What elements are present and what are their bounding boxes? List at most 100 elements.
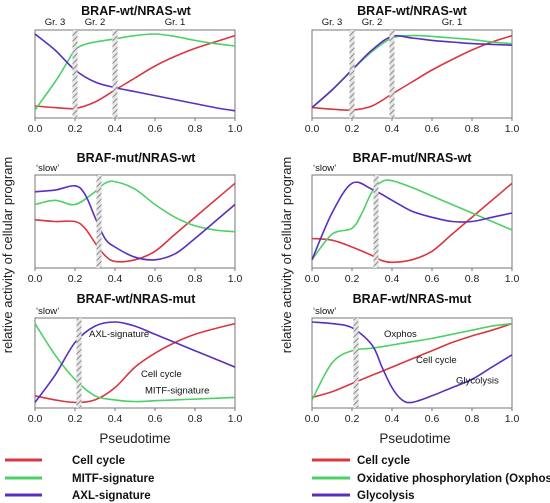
plot-frame [34,29,236,119]
series-line [311,34,513,111]
x-tick-label: 1.0 [505,123,520,135]
series-line [311,181,513,261]
x-tick-label: 0.8 [188,273,203,285]
panel-plot: 0.0 0.2 0.4 0.6 0.8 1.0 ‘slow’ AXL-signature Cel… [28,306,243,425]
x-tick-label: 0.0 [28,273,43,285]
series-line [34,33,236,112]
x-tick-label: 0.6 [148,413,163,425]
pseudotime-break [373,175,379,268]
series-line [311,179,513,261]
panel-title: BRAF-wt/NRAS-wt [357,4,468,18]
x-tick-label: 1.0 [505,413,520,425]
panel-wt-mut-left: BRAF-wt/NRAS-mut 0.0 0.2 0.4 0.6 0.8 1.0 ‘slow… [28,292,243,425]
x-tick-label: 1.0 [228,123,243,135]
panel-title: BRAF-mut/NRAS-wt [77,151,197,165]
panel-plot: 0.0 0.2 0.4 0.6 0.8 1.0 ‘slow’ Oxphos Cell cycle… [305,306,520,425]
pseudotime-break [349,30,355,118]
series-line [311,322,513,399]
panel-wt-wt-right: BRAF-wt/NRAS-wt 0.0 0.2 0.4 0.6 0.8 1.0 Gr. 3 G… [305,4,520,135]
series-line [311,182,513,264]
pseudotime-break [72,30,78,118]
panel-plot: 0.0 0.2 0.4 0.6 0.8 1.0 ‘slow’ [305,163,520,285]
x-tick-label: 0.8 [188,413,203,425]
legend-label: Cell cycle [357,455,410,467]
legend-item-mitf-signature: MITF-signature [5,473,154,485]
x-tick-label: 0.0 [28,413,43,425]
curve-annotation: Cell cycle [416,355,457,366]
panel-wt-wt-left: BRAF-wt/NRAS-wt 0.0 0.2 0.4 0.6 0.8 1.0 Gr. 3 G… [28,4,243,135]
x-tick-label: 0.8 [188,123,203,135]
series-line [311,321,513,404]
legend-right: Cell cycle Oxidative phosphorylation (Ox… [312,455,550,502]
legend-label: Oxidative phosphorylation (Oxphos) [357,473,550,485]
panel-mut-wt-left: BRAF-mut/NRAS-wt 0.0 0.2 0.4 0.6 0.8 1.0 ‘slow… [28,151,243,285]
curve-annotation: AXL-signature [89,329,149,340]
series-line [34,180,236,233]
plot-frame [311,29,513,119]
panel-title: BRAF-mut/NRAS-wt [353,151,473,165]
plot-frame [34,174,236,269]
x-tick-label: 0.2 [345,413,360,425]
panel-plot: 0.0 0.2 0.4 0.6 0.8 1.0 Gr. 3 Gr. 2 Gr. 1 [28,17,243,135]
x-axis-label-left: Pseudotime [99,431,170,446]
slow-tag: ‘slow’ [36,163,59,174]
x-tick-label: 0.6 [425,123,440,135]
series-line [34,322,236,404]
x-tick-label: 0.6 [425,273,440,285]
group-label: Gr. 3 [322,17,343,28]
pseudotime-break [353,318,359,408]
x-tick-label: 0.2 [68,123,83,135]
x-tick-label: 0.4 [108,123,123,135]
group-label: Gr. 1 [165,17,186,28]
slow-tag: ‘slow’ [36,306,59,317]
x-tick-label: 0.0 [28,123,43,135]
series-line [311,34,513,109]
x-tick-label: 0.4 [385,123,400,135]
legend-label: Cell cycle [72,455,125,467]
legend-left: Cell cycle MITF-signature AXL-signature [5,455,154,502]
pseudotime-break [112,30,118,118]
plot-frame [311,317,513,409]
curve-annotation: MITF-signature [145,385,209,396]
panel-title: BRAF-wt/NRAS-wt [81,4,192,18]
panel-wt-mut-right: BRAF-wt/NRAS-mut 0.0 0.2 0.4 0.6 0.8 1.0 ‘slow… [305,292,520,425]
legend-item-axl-signature: AXL-signature [5,490,151,502]
pseudotime-break [96,175,102,268]
x-tick-label: 1.0 [505,273,520,285]
legend-label: Glycolysis [357,490,415,502]
x-tick-label: 0.4 [108,273,123,285]
panel-title: BRAF-wt/NRAS-mut [353,292,473,306]
series-line [34,184,236,261]
curve-annotation: Cell cycle [141,369,182,380]
series-line [34,182,236,263]
legend-label: AXL-signature [72,490,151,502]
x-tick-label: 0.4 [385,273,400,285]
pseudotime-break [76,318,82,408]
pseudotime-break [389,30,395,118]
y-axis-label-left: relative activity of cellular program [0,157,15,354]
panel-mut-wt-right: BRAF-mut/NRAS-wt 0.0 0.2 0.4 0.6 0.8 1.0 ‘slow… [305,151,520,285]
x-tick-label: 0.2 [345,273,360,285]
series-line [34,34,236,110]
x-tick-label: 0.4 [385,413,400,425]
group-label: Gr. 1 [442,17,463,28]
legend-item-cell-cycle: Cell cycle [312,455,410,467]
series-line [311,322,513,401]
x-tick-label: 1.0 [228,413,243,425]
panel-title: BRAF-wt/NRAS-mut [77,292,197,306]
x-tick-label: 0.0 [305,273,320,285]
series-line [34,321,236,403]
panel-plot: 0.0 0.2 0.4 0.6 0.8 1.0 ‘slow’ [28,163,243,285]
x-tick-label: 0.6 [148,123,163,135]
legend-label: MITF-signature [72,473,154,485]
plot-frame [311,174,513,269]
x-tick-label: 0.4 [108,413,123,425]
legend-item-glycolysis: Glycolysis [312,490,415,502]
x-tick-label: 0.6 [425,413,440,425]
group-label: Gr. 3 [45,17,66,28]
x-axis-label-right: Pseudotime [379,431,450,446]
legend-item-cell-cycle: Cell cycle [5,455,125,467]
x-tick-label: 0.2 [345,123,360,135]
x-tick-label: 0.0 [305,123,320,135]
